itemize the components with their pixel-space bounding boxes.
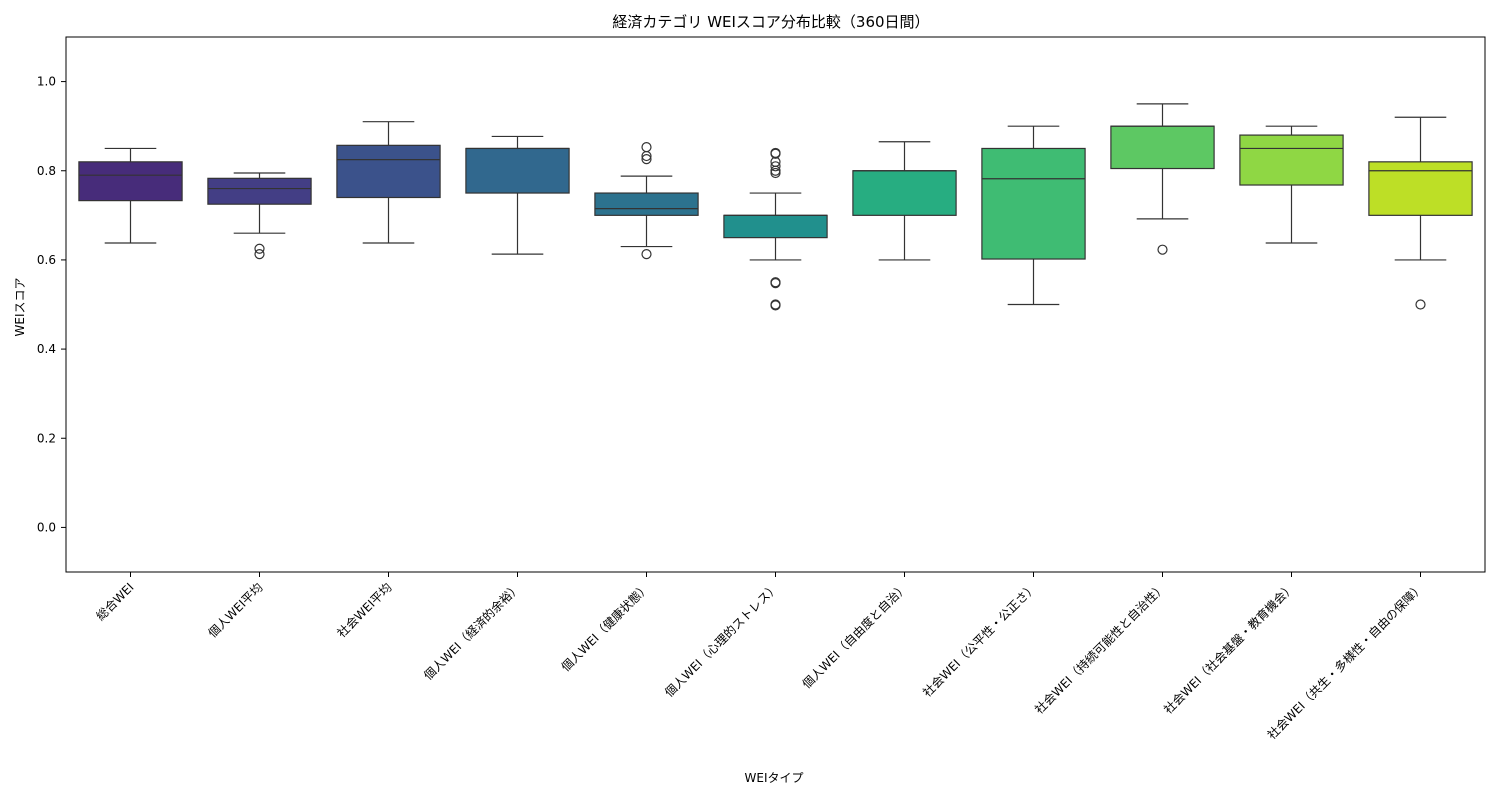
y-tick-label: 0.2 [37,431,56,445]
outlier-point [770,278,781,289]
box-iqr [723,214,828,239]
box-iqr [594,192,699,216]
chart-title: 経済カテゴリ WEIスコア分布比較（360日間） [612,13,929,31]
box-iqr [207,177,312,205]
x-tick-label: 個人WEI（経済的余裕） [420,580,523,683]
outlier-point [641,150,652,162]
outlier-point [770,148,781,159]
y-tick-label: 0.4 [37,342,56,356]
outlier-point [641,142,652,153]
outlier-point [1415,299,1426,310]
x-tick-label: 個人WEI（心理的ストレス） [661,580,781,700]
x-tick-label: 社会WEI（持続可能性と自治性） [1031,580,1168,717]
outlier-point [770,167,781,179]
outlier-point [641,249,652,260]
y-tick-label: 1.0 [37,75,56,89]
x-tick-label: 社会WEI（公平性・公正さ） [919,580,1039,700]
outlier-point [254,243,265,254]
x-tick-label: 総合WEI [93,580,137,624]
x-tick-label: 社会WEI（共生・多様性・自由の保障） [1264,580,1427,743]
box-iqr [981,147,1086,260]
box-iqr [1368,161,1473,216]
x-axis-label: WEIタイプ [745,771,804,785]
box-iqr [852,170,957,216]
y-tick-label: 0.0 [37,520,56,534]
x-tick-label: 個人WEI（自由度と自治） [799,580,911,692]
y-axis-label: WEIスコア [13,278,27,337]
x-tick-label: 社会WEI（社会基盤・教育機会） [1160,580,1297,717]
outlier-point [1157,244,1168,255]
x-tick-label: 社会WEI平均 [334,580,395,641]
box-iqr [78,161,183,202]
plot-frame [65,36,1486,573]
outlier-point [770,300,781,311]
y-tick-label: 0.6 [37,253,56,267]
outlier-point [641,154,652,165]
box-iqr [336,144,441,199]
outlier-point [254,249,265,260]
box-iqr [1239,134,1344,186]
y-tick-label: 0.8 [37,164,56,178]
outlier-point [770,161,781,172]
box-iqr [1110,125,1215,170]
x-tick-label: 個人WEI（健康状態） [558,580,653,675]
x-tick-label: 個人WEI平均 [206,580,266,640]
box-iqr [465,147,570,194]
